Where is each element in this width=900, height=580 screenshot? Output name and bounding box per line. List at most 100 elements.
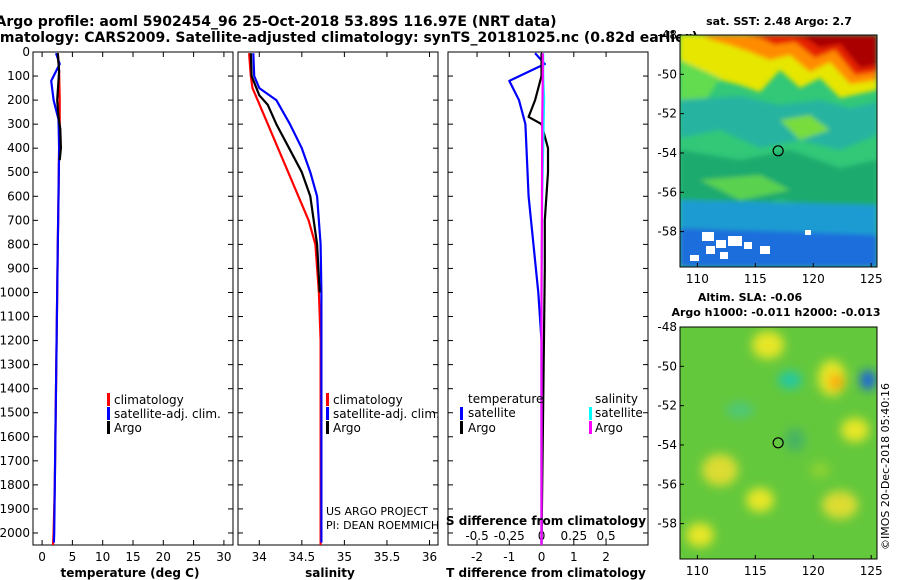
legend-swatch-t-satellite	[460, 407, 463, 420]
difference-top-label: S difference from climatology	[446, 514, 646, 528]
series-line-t-argo	[527, 53, 550, 546]
legend-swatch-satellite	[107, 407, 110, 420]
y-tick-label: 2000	[0, 526, 30, 540]
legend-label: satellite	[468, 406, 516, 420]
legend-swatch-t-argo	[460, 421, 463, 434]
s-tick-label: 0.25	[560, 529, 587, 543]
legend-label: Argo	[595, 421, 623, 435]
map-x-tick-label: 110	[686, 272, 709, 286]
series-line-satellite-adj-clim-	[50, 52, 61, 543]
difference-xlabel: T difference from climatology	[446, 566, 646, 580]
difference-legend: temperature satellite Argo salinity sate…	[460, 392, 643, 435]
x-tick-label: 0	[38, 550, 46, 564]
legend-swatch-argo	[107, 421, 110, 434]
legend-label: satellite-adj. clim.	[114, 407, 221, 421]
map-y-tick-label: -58	[657, 517, 677, 531]
s-tick-label: 0.5	[597, 529, 616, 543]
map-y-tick-label: -54	[657, 438, 677, 452]
x-tick-label: -2	[471, 550, 483, 564]
y-tick-label: 1200	[0, 334, 30, 348]
x-tick-label: -1	[503, 550, 515, 564]
y-tick-label: 1900	[0, 502, 30, 516]
y-tick-label: 1700	[0, 454, 30, 468]
y-tick-label: 400	[7, 141, 30, 155]
legend-label: climatology	[114, 393, 184, 407]
y-tick-label: 0	[22, 45, 30, 59]
legend-label: satellite	[595, 406, 643, 420]
map-y-tick-label: -48	[657, 320, 677, 334]
series-line-s-argo	[540, 53, 544, 545]
temperature-legend: climatology satellite-adj. clim. Argo	[107, 393, 221, 435]
x-tick-label: 34	[252, 550, 267, 564]
map-y-tick-label: -56	[657, 477, 677, 491]
float-position-marker	[772, 437, 784, 449]
y-tick-label: 200	[7, 93, 30, 107]
sla-map-frame	[679, 326, 878, 560]
y-tick-label: 1800	[0, 478, 30, 492]
float-position-marker	[772, 145, 784, 157]
y-tick-label: 600	[7, 189, 30, 203]
map-y-tick-label: -50	[657, 67, 677, 81]
series-line-satellite-adj-clim-	[252, 53, 323, 543]
plot-frame	[447, 51, 649, 546]
legend-label: Argo	[468, 421, 496, 435]
legend-swatch-climatology	[326, 393, 329, 406]
legend-swatch-climatology	[107, 393, 110, 406]
x-tick-label: 1	[570, 550, 578, 564]
y-tick-label: 1300	[0, 358, 30, 372]
x-tick-label: 15	[125, 550, 140, 564]
map-x-tick-label: 125	[860, 272, 883, 286]
sst-map-title: sat. SST: 2.48 Argo: 2.7	[706, 15, 852, 28]
legend-swatch-s-argo	[589, 421, 592, 434]
pi-annotation: PI: DEAN ROEMMICH	[326, 519, 439, 532]
sla-map-title-line2: Argo h1000: -0.011 h2000: -0.013	[671, 306, 880, 319]
map-y-tick-label: -52	[657, 107, 677, 121]
salinity-legend: climatology satellite-adj. clim. Argo	[326, 393, 440, 435]
y-tick-label: 1100	[0, 310, 30, 324]
legend-label: satellite-adj. clim.	[333, 407, 440, 421]
legend-label: Argo	[114, 421, 142, 435]
y-tick-label: 1000	[0, 285, 30, 299]
x-tick-label: 35.5	[374, 550, 401, 564]
map-x-tick-label: 115	[744, 564, 767, 578]
y-tick-label: 1500	[0, 406, 30, 420]
legend-swatch-satellite	[326, 407, 329, 420]
map-y-tick-label: -50	[657, 359, 677, 373]
map-y-tick-label: -48	[657, 28, 677, 42]
salinity-panel: 34 34.5 35 35.5 36	[237, 51, 439, 564]
x-tick-label: 10	[95, 550, 110, 564]
y-tick-label: 1400	[0, 382, 30, 396]
salinity-xlabel: salinity	[305, 566, 355, 580]
x-tick-label: 34.5	[288, 550, 315, 564]
x-tick-label: 35	[337, 550, 352, 564]
sla-map-axes: 110 115 120 125 -48 -50 -52 -54 -56 -58	[657, 320, 882, 578]
map-x-tick-label: 120	[802, 564, 825, 578]
y-tick-label: 700	[7, 213, 30, 227]
temperature-panel: 0100200300400500600700800900100011001200…	[0, 45, 234, 564]
y-tick-label: 100	[7, 69, 30, 83]
map-x-tick-label: 115	[744, 272, 767, 286]
y-tick-label: 900	[7, 261, 30, 275]
y-tick-label: 800	[7, 237, 30, 251]
x-tick-label: 25	[186, 550, 201, 564]
plot-frame	[32, 51, 234, 546]
legend-title-temperature: temperature	[468, 392, 543, 406]
map-y-tick-label: -54	[657, 146, 677, 160]
s-tick-label: -0.5	[465, 529, 488, 543]
x-tick-label: 5	[69, 550, 77, 564]
sst-map-axes: 110 115 120 125 -48 -50 -52 -54 -56 -58	[657, 28, 882, 286]
x-tick-label: 36	[422, 550, 437, 564]
legend-label: climatology	[333, 393, 403, 407]
legend-label: Argo	[333, 421, 361, 435]
imos-watermark: ©IMOS 20-Dec-2018 05:40:16	[879, 383, 892, 550]
legend-title-salinity: salinity	[595, 392, 638, 406]
x-tick-label: 2	[602, 550, 610, 564]
legend-swatch-s-satellite	[589, 407, 592, 420]
map-y-tick-label: -52	[657, 399, 677, 413]
map-x-tick-label: 125	[860, 564, 883, 578]
sst-map-image	[680, 35, 877, 267]
y-tick-label: 1600	[0, 430, 30, 444]
x-tick-label: 20	[156, 550, 171, 564]
x-tick-label: 0	[538, 550, 546, 564]
